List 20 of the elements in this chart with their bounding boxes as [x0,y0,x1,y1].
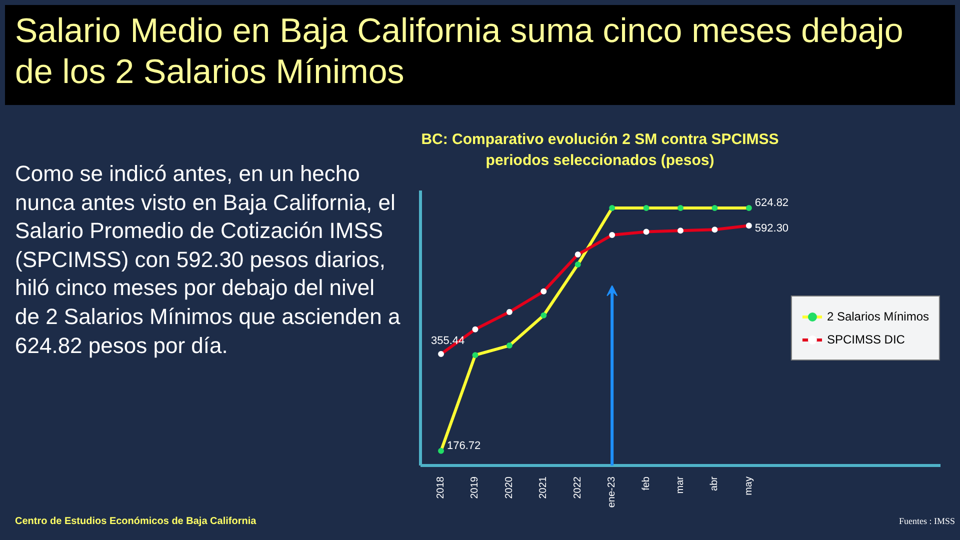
x-tick-label: may [743,476,754,496]
data-label: 624.82 [754,196,789,209]
x-tick-label: 2021 [538,476,550,499]
source-note: Fuentes : IMSS [898,515,955,528]
x-tick-label: 2018 [436,476,447,499]
data-label: 176.72 [447,440,481,452]
legend-label: SPCIMSS DIC [826,332,905,346]
x-tick-label: feb [640,476,652,490]
chart-title: Salario Medio en Baja California suma cinco meses debajo de los 2 Salarios Mínimos [15,11,904,93]
data-label: 592.30 [754,222,789,235]
x-tick-label: mar [675,476,686,494]
x-tick-label: 2022 [572,476,584,499]
x-tick-label: 2019 [470,476,481,499]
text: Centro de Estudios Económicos de Baja California [15,515,256,529]
legend-label: 2 Salarios Mínimos [826,309,929,323]
chart-subtitle: BC: Comparativo evolución 2 SM contra SPCIMSS periodos seleccionados (pesos) [420,130,780,172]
x-tick-label: ene-23 [606,476,618,508]
text: Como se indicó antes, en un hecho nunca antes visto en Baja California, el Salario Promedio de Cotización IMSS (SPCIMSS) con 592.30 pesos diarios, hiló cinco meses por debajo del nivel de 2 Salarios Mínimos que ascienden a 624.82 pesos por día. [15,160,402,360]
x-tick-label: abr [709,476,720,491]
x-tick-label: 2020 [504,476,515,499]
